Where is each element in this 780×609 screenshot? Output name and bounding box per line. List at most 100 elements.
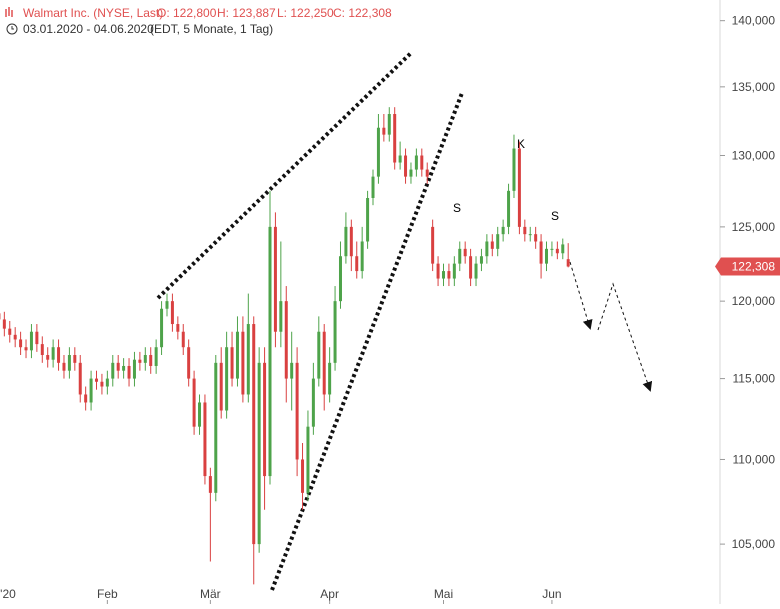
candle-body bbox=[323, 332, 326, 395]
candle-body bbox=[431, 227, 434, 264]
candle-body bbox=[502, 227, 505, 234]
candle-body bbox=[247, 324, 250, 394]
candle-body bbox=[312, 379, 315, 427]
x-tick-label: Apr bbox=[320, 587, 339, 601]
candle-body bbox=[393, 114, 396, 163]
candle-body bbox=[133, 360, 136, 379]
candle-body bbox=[160, 309, 163, 347]
annotation: S bbox=[453, 201, 461, 215]
candle-body bbox=[296, 363, 299, 460]
date-range: 03.01.2020 - 04.06.2020 bbox=[23, 22, 154, 36]
y-tick-label: 105,000 bbox=[732, 537, 776, 551]
ohlc: O: 122,800 bbox=[157, 6, 217, 20]
candle-body bbox=[84, 394, 87, 402]
candle-body bbox=[556, 249, 559, 253]
candle-body bbox=[214, 363, 217, 493]
candle-body bbox=[128, 366, 131, 379]
y-tick-label: 115,000 bbox=[733, 372, 776, 386]
candle-body bbox=[258, 363, 261, 544]
candle-body bbox=[90, 379, 93, 403]
candle-body bbox=[420, 156, 423, 170]
title: Walmart Inc. (NYSE, Last) bbox=[23, 6, 163, 20]
candle-body bbox=[193, 379, 196, 427]
candle-body bbox=[14, 335, 17, 340]
header: Walmart Inc. (NYSE, Last) O: 122,800 H: … bbox=[6, 6, 392, 36]
candle-body bbox=[518, 149, 521, 227]
candle-body bbox=[149, 355, 152, 366]
candle-body bbox=[426, 170, 429, 177]
x-tick-label: '20 bbox=[0, 587, 16, 601]
candle-body bbox=[377, 128, 380, 177]
drawings bbox=[158, 52, 650, 590]
candle-body bbox=[73, 355, 76, 363]
candle-body bbox=[350, 227, 353, 256]
candle-body bbox=[339, 256, 342, 301]
candle-body bbox=[198, 402, 201, 426]
x-tick-label: Mär bbox=[200, 587, 221, 601]
candle-body bbox=[447, 271, 450, 278]
candle-body bbox=[100, 382, 103, 387]
x-tick-label: Mai bbox=[434, 587, 453, 601]
y-tick-label: 120,000 bbox=[732, 294, 776, 308]
candle-body bbox=[561, 244, 564, 253]
candle-body bbox=[95, 379, 98, 382]
last-price-tip bbox=[715, 257, 721, 275]
candle-body bbox=[176, 324, 179, 332]
candle-body bbox=[328, 363, 331, 395]
x-tick-label: Jun bbox=[542, 587, 561, 601]
candle-body bbox=[225, 347, 228, 410]
candle-body bbox=[496, 234, 499, 249]
candle-body bbox=[106, 379, 109, 387]
candle-body bbox=[263, 363, 266, 476]
y-tick-label: 130,000 bbox=[732, 149, 776, 163]
candle-body bbox=[155, 347, 158, 366]
candle-body bbox=[464, 249, 467, 256]
candle-body bbox=[458, 249, 461, 264]
candle-body bbox=[62, 363, 65, 371]
ohlc: C: 122,308 bbox=[333, 6, 392, 20]
candle-body bbox=[290, 363, 293, 379]
candle-body bbox=[269, 227, 272, 476]
candle-body bbox=[529, 234, 532, 235]
candle-body bbox=[317, 332, 320, 379]
candle-body bbox=[241, 332, 244, 395]
trend-line bbox=[272, 93, 462, 590]
y-tick-label: 135,000 bbox=[732, 80, 776, 94]
candle-body bbox=[117, 363, 120, 371]
candle-body bbox=[437, 264, 440, 279]
candle-body bbox=[122, 366, 125, 371]
candle-body bbox=[301, 459, 304, 492]
candle-body bbox=[366, 198, 369, 241]
candle-body bbox=[399, 156, 402, 163]
candle-body bbox=[550, 249, 553, 250]
icon bbox=[6, 7, 12, 17]
candle-body bbox=[19, 339, 22, 347]
info: (EDT, 5 Monate, 1 Tag) bbox=[150, 22, 273, 36]
candle-body bbox=[442, 271, 445, 278]
candle-body bbox=[567, 259, 570, 266]
candle-body bbox=[274, 227, 277, 332]
candle-body bbox=[52, 347, 55, 359]
candle-body bbox=[3, 319, 6, 328]
candle-body bbox=[382, 128, 385, 135]
candle-body bbox=[306, 427, 309, 493]
candle-body bbox=[68, 355, 71, 371]
y-tick-label: 140,000 bbox=[732, 14, 776, 28]
candle-body bbox=[388, 114, 391, 135]
candle-body bbox=[182, 332, 185, 347]
candle-body bbox=[231, 347, 234, 378]
candle-body bbox=[355, 256, 358, 271]
candle-body bbox=[409, 170, 412, 177]
candle-body bbox=[111, 363, 114, 379]
trend-line bbox=[158, 52, 412, 298]
candle-body bbox=[534, 234, 537, 241]
candle-body bbox=[540, 241, 543, 263]
candle-body bbox=[138, 360, 141, 363]
candle-body bbox=[187, 347, 190, 378]
candle-body bbox=[361, 241, 364, 271]
candle-body bbox=[171, 301, 174, 324]
arrow bbox=[598, 284, 650, 390]
candle-body bbox=[491, 241, 494, 248]
candle-body bbox=[41, 344, 44, 355]
